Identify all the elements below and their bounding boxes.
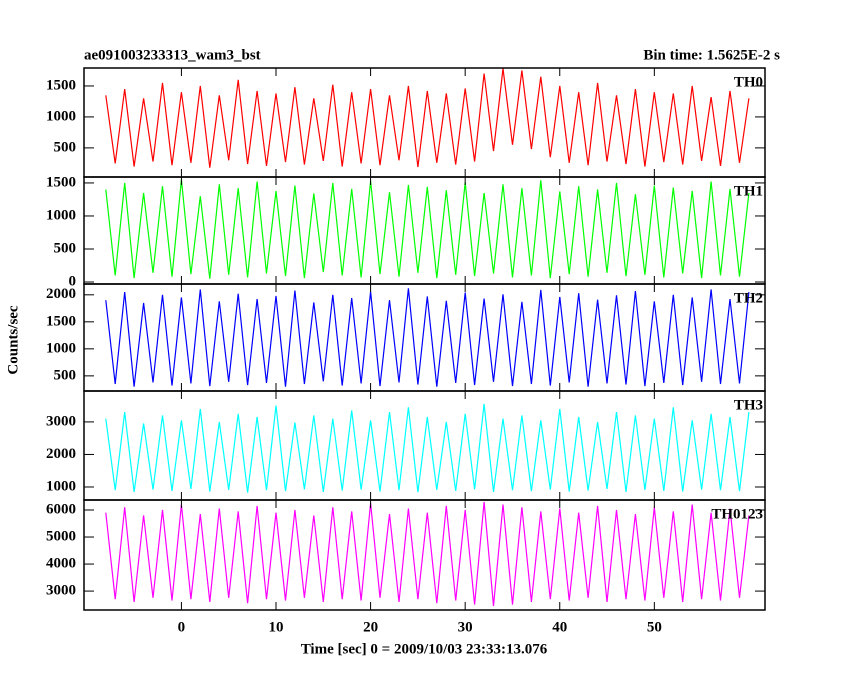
y-tick-label: 500 <box>54 240 77 256</box>
y-tick-label: 0 <box>69 273 77 289</box>
y-tick-label: 1500 <box>46 77 76 93</box>
light-curve <box>105 501 750 606</box>
x-tick-label: 30 <box>458 619 473 635</box>
y-tick-label: 1000 <box>46 478 76 494</box>
light-curve <box>105 288 750 387</box>
y-tick-label: 4000 <box>46 555 76 571</box>
light-curve <box>105 403 750 493</box>
x-tick-label: 10 <box>269 619 284 635</box>
y-tick-label: 6000 <box>46 501 76 517</box>
y-tick-label: 2000 <box>46 446 76 462</box>
x-tick-label: 20 <box>363 619 378 635</box>
y-tick-label: 2000 <box>46 286 76 302</box>
y-axis-label: Counts/sec <box>5 305 21 375</box>
panel-label: TH0123 <box>711 506 763 522</box>
x-tick-label: 50 <box>647 619 662 635</box>
panel-frame <box>83 499 766 611</box>
light-curve <box>105 179 750 279</box>
panel-label: TH0 <box>734 74 763 90</box>
x-axis-label: Time [sec] 0 = 2009/10/03 23:33:13.076 <box>301 641 548 657</box>
panel-label: TH3 <box>734 397 763 413</box>
figure-title: ae091003233313_wam3_bst <box>84 47 261 63</box>
panel-label: TH2 <box>734 290 763 306</box>
light-curve <box>105 68 750 168</box>
y-tick-label: 1000 <box>46 340 76 356</box>
x-tick-label: 40 <box>552 619 567 635</box>
y-tick-label: 5000 <box>46 528 76 544</box>
bin-time: Bin time: 1.5625E-2 s <box>643 47 780 63</box>
y-tick-label: 3000 <box>46 413 76 429</box>
y-tick-label: 500 <box>54 367 77 383</box>
panel-label: TH1 <box>734 183 763 199</box>
y-tick-label: 1000 <box>46 108 76 124</box>
y-tick-label: 500 <box>54 139 77 155</box>
y-tick-label: 3000 <box>46 583 76 599</box>
y-tick-label: 1500 <box>46 174 76 190</box>
x-tick-label: 0 <box>178 619 186 635</box>
y-tick-label: 1500 <box>46 313 76 329</box>
y-tick-label: 1000 <box>46 207 76 223</box>
